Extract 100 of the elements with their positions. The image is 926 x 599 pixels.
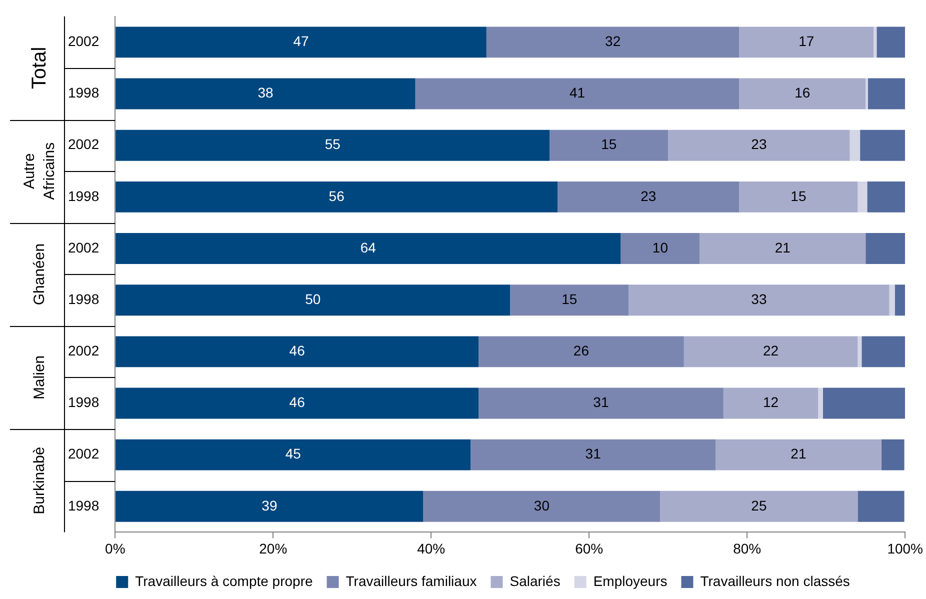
bar [868,78,906,110]
bar [723,388,818,419]
data-label: 17 [798,33,814,50]
bar [874,26,877,58]
bar [486,26,740,58]
bar [739,26,874,58]
bar [858,490,904,522]
bar [818,388,823,419]
bar [116,181,558,212]
bar [478,388,724,419]
data-label: 41 [569,84,586,101]
bar [668,130,850,161]
text: Autre Africains [21,142,58,200]
data-label: 15 [562,290,578,307]
legend-label: Travailleurs à compte propre [135,572,313,589]
data-label: 16 [794,84,810,101]
bar [116,336,479,368]
data-label: 46 [289,342,306,359]
bar [423,490,660,522]
data-label: 56 [328,188,345,204]
y-tick-label: 2002 [68,342,100,359]
bar [866,233,906,264]
bar [116,78,416,110]
bar [850,130,860,161]
bar [867,181,906,212]
x-tick-label: 0% [105,540,126,556]
data-label: 12 [763,394,779,410]
y-tick-label: 1998 [68,188,100,204]
data-label: 10 [652,239,668,256]
text: Burkinabè [31,446,48,514]
bar [822,388,906,419]
bar [116,388,479,419]
bar [881,439,904,470]
y-tick-label: 2002 [68,446,100,462]
legend-label: Employeurs [593,572,668,589]
bar [739,78,866,110]
data-label: 26 [573,342,590,359]
bar [858,181,868,212]
data-label: 50 [305,290,321,307]
legend-label: Travailleurs familiaux [346,572,477,589]
data-label: 33 [751,290,767,307]
data-label: 46 [289,394,306,410]
bar [894,284,906,316]
legend-label: Travailleurs non classés [700,572,850,589]
bar [510,284,629,316]
data-label: 22 [763,342,779,359]
bar [860,130,906,161]
bar [620,233,700,264]
x-tick-label: 60% [575,540,604,556]
y-tick-label: 1998 [68,290,100,307]
bar [628,284,890,316]
data-label: 39 [262,497,278,514]
text: Ghanéen [31,243,48,306]
y-tick-label: 1998 [68,497,100,514]
bar [470,439,716,470]
bar [415,78,740,110]
bar [116,130,550,161]
bar [862,336,906,368]
data-label: 23 [751,136,767,152]
x-tick-label: 20% [259,540,288,556]
bar [478,336,684,368]
data-label: 21 [790,446,806,462]
text: Total [28,46,51,90]
text: Malien [31,355,48,400]
legend-label: Salariés [510,572,560,589]
data-label: 21 [774,239,791,256]
bar [116,26,486,58]
data-label: 15 [601,136,617,152]
bar [660,490,858,522]
y-tick-label: 1998 [68,394,100,410]
data-label: 45 [285,446,302,462]
x-tick-label: 40% [417,540,446,556]
data-label: 25 [751,497,767,514]
x-tick-label: 100% [887,540,924,556]
data-label: 23 [640,188,656,204]
x-tick-label: 80% [733,540,762,556]
bar [116,233,621,264]
data-label: 47 [293,33,310,50]
y-tick-label: 2002 [68,239,100,256]
bar [116,439,471,470]
bar [700,233,866,264]
bar [716,439,882,470]
bar [558,181,740,212]
bar [739,181,858,212]
bar [550,130,668,161]
data-label: 30 [534,497,550,514]
bar [116,284,510,316]
bar [684,336,858,368]
data-label: 32 [605,33,621,50]
bar [889,284,895,316]
data-label: 55 [324,136,341,152]
data-label: 64 [360,239,376,256]
data-label: 31 [585,446,602,462]
data-label: 15 [790,188,806,204]
data-label: 31 [593,394,609,410]
bar [858,336,862,368]
data-label: 38 [258,84,274,101]
bar [876,26,906,58]
bar [116,490,424,522]
y-tick-label: 2002 [68,33,100,50]
